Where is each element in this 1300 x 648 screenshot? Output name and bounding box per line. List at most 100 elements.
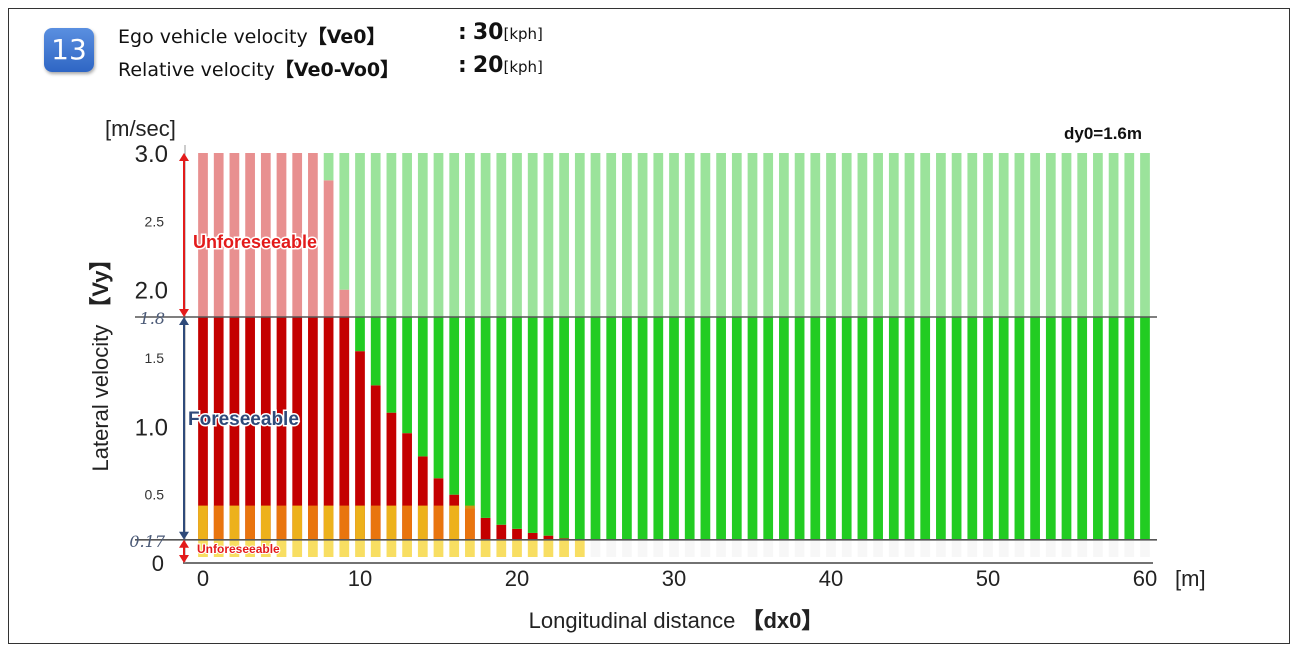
heatmap-cell-upper-green xyxy=(417,153,428,317)
heatmap-cell-bottom xyxy=(449,539,460,557)
heatmap-cell-bottom xyxy=(292,539,303,557)
heatmap-cell-bottom xyxy=(355,539,365,557)
region-arrow-lower-head-top xyxy=(179,539,189,548)
heatmap-cell-low-warning xyxy=(308,505,318,540)
heatmap-cell-bottom xyxy=(480,539,491,557)
heatmap-cell-bottom xyxy=(433,539,444,557)
heatmap-cell-green xyxy=(904,317,915,540)
heatmap-cell-green xyxy=(1077,317,1088,540)
rel-unit: [kph] xyxy=(503,58,543,76)
region-label-lower: Unforeseeable xyxy=(197,542,280,556)
heatmap-cell-green xyxy=(684,317,695,540)
chart-overlay: 1.8 0.17 1.0 2.0 3.0 0.5 1.5 2.5 0 0 10 20 30 40 50 60 [… xyxy=(88,116,1206,633)
heatmap-cell-bottom xyxy=(684,539,695,557)
heatmap-cell-bottom xyxy=(1140,539,1150,557)
heatmap-cell-upper-green xyxy=(1124,153,1135,317)
heatmap-cell-upper-green xyxy=(370,153,381,317)
heatmap-cell-green xyxy=(810,317,821,540)
heatmap-cell-upper-green xyxy=(669,153,679,317)
heatmap-cell-red xyxy=(229,317,240,540)
heatmap-cell-green xyxy=(1140,317,1150,540)
heatmap-cell-green xyxy=(1014,317,1025,540)
rel-colon: : xyxy=(458,53,467,78)
heatmap-cell-red xyxy=(260,317,271,540)
heatmap-cell-bottom xyxy=(826,539,836,557)
region-arrow-middle-head-top xyxy=(179,317,189,325)
heatmap-cell-green xyxy=(747,317,758,540)
heatmap-cell-green xyxy=(512,317,522,529)
heatmap-cell-upper-green xyxy=(339,153,350,290)
heatmap-cell-bottom xyxy=(841,539,852,557)
relative-velocity-value: : 20[kph] xyxy=(458,53,543,78)
ego-velocity-value: : 30[kph] xyxy=(458,20,543,45)
heatmap-cell-bottom xyxy=(653,539,664,557)
heatmap-cell-upper-green xyxy=(794,153,805,317)
heatmap-cell-upper-green xyxy=(1108,153,1119,317)
heatmap-cell-upper-green xyxy=(936,153,946,317)
heatmap-cell-low-warning xyxy=(449,505,460,540)
heatmap-cell-upper-red xyxy=(198,153,208,317)
heatmap-cell-low-warning xyxy=(355,505,365,540)
heatmap-cell-upper-green xyxy=(983,153,993,317)
heatmap-cell-bottom xyxy=(276,539,287,557)
heatmap-cell-low-warning xyxy=(198,505,208,540)
heatmap-cell-red xyxy=(339,317,350,540)
heatmap-cell-upper-green xyxy=(590,153,601,317)
heatmap-cell-bottom xyxy=(983,539,993,557)
heatmap-cell-upper-green xyxy=(841,153,852,317)
heatmap-cell-upper-green xyxy=(433,153,444,317)
heatmap-cell-low-warning xyxy=(323,505,334,540)
heatmap-cell-bottom xyxy=(1061,539,1072,557)
heatmap-cell-upper-green xyxy=(684,153,695,317)
heatmap-cell-red xyxy=(370,385,381,540)
heatmap-cell-upper-green xyxy=(826,153,836,317)
heatmap-cell-green xyxy=(826,317,836,540)
x-tick: 40 xyxy=(819,566,843,591)
heatmap-cell-green xyxy=(920,317,931,540)
region-arrow-upper-head-top xyxy=(179,153,189,161)
dy0-annotation: dy0=1.6m xyxy=(1064,124,1142,143)
rel-value: 20 xyxy=(472,53,504,78)
heatmap-cell-upper-red xyxy=(339,289,350,317)
heatmap-cell-bottom xyxy=(998,539,1009,557)
heatmap-cell-bottom xyxy=(951,539,962,557)
heatmap-cell-bottom xyxy=(1045,539,1056,557)
heatmap-cell-upper-red xyxy=(260,153,271,317)
heatmap-cell-upper-green xyxy=(402,153,412,317)
heatmap-cell-red xyxy=(496,524,507,540)
heatmap-cell-green xyxy=(370,317,381,386)
heatmap-cell-bottom xyxy=(873,539,883,557)
heatmap-cell-bottom xyxy=(1093,539,1103,557)
heatmap-cell-upper-green xyxy=(1140,153,1150,317)
heatmap-cell-upper-green xyxy=(904,153,915,317)
heatmap-cell-green xyxy=(794,317,805,540)
heatmap-cell-bottom xyxy=(370,539,381,557)
heatmap-cell-upper-green xyxy=(543,153,554,317)
heatmap-cell-low-warning xyxy=(433,505,444,540)
y-tick-minor: 2.5 xyxy=(145,213,165,229)
heatmap-cell-bottom xyxy=(229,539,240,557)
y-tick-minor: 0.5 xyxy=(145,487,165,503)
heatmap-cell-green xyxy=(480,317,491,518)
heatmap-cell-green xyxy=(1093,317,1103,540)
heatmap-cell-bottom xyxy=(700,539,711,557)
x-tick: 10 xyxy=(348,566,372,591)
heatmap-cell-bottom xyxy=(198,539,208,557)
heatmap-cell-bottom xyxy=(260,539,271,557)
heatmap-cell-green xyxy=(622,317,632,540)
x-tick: 0 xyxy=(197,566,209,591)
heatmap-cell-upper-green xyxy=(920,153,931,317)
heatmap-cell-bottom xyxy=(402,539,412,557)
heatmap-cell-green xyxy=(731,317,742,540)
x-tick: 50 xyxy=(976,566,1000,591)
heatmap-cell-bottom xyxy=(496,539,507,557)
heatmap-cell-bottom xyxy=(763,539,774,557)
heatmap-cell-bottom xyxy=(1124,539,1135,557)
heatmap-cell-low-warning xyxy=(292,505,303,540)
x-axis-label: Longitudinal distance 【dx0】 xyxy=(529,608,824,633)
ego-velocity-text: Ego vehicle velocity xyxy=(118,26,308,48)
heatmap-cell-bottom xyxy=(622,539,632,557)
heatmap-cell-green xyxy=(496,317,507,525)
x-tick: 60 xyxy=(1133,566,1157,591)
